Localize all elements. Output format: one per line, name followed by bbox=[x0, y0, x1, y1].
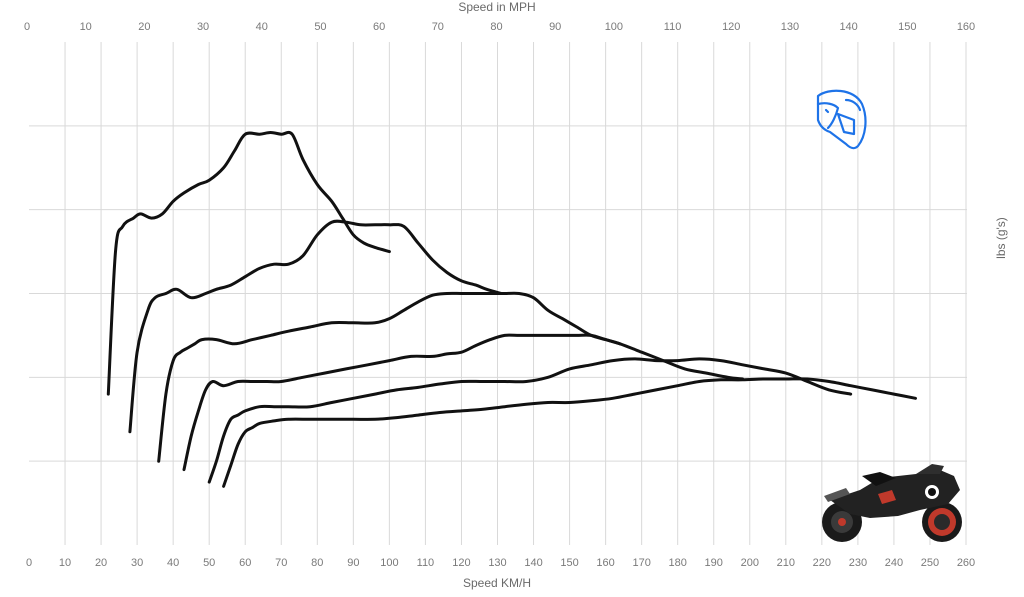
bottom-axis-tick-label: 200 bbox=[741, 557, 759, 569]
bottom-axis-tick-label: 130 bbox=[488, 557, 506, 569]
top-axis-tick-label: 160 bbox=[957, 21, 975, 33]
top-axis-tick-label: 50 bbox=[314, 21, 326, 33]
bottom-axis-tick-label: 30 bbox=[131, 557, 143, 569]
bottom-axis-tick-label: 220 bbox=[813, 557, 831, 569]
top-axis-tick-label: 30 bbox=[197, 21, 209, 33]
bottom-axis-tick-label: 70 bbox=[275, 557, 287, 569]
top-axis-tick-label: 10 bbox=[80, 21, 92, 33]
y-axis-title: lbs (g's) bbox=[994, 217, 1008, 259]
bottom-axis-tick-label: 170 bbox=[632, 557, 650, 569]
top-axis-tick-label: 110 bbox=[664, 21, 682, 33]
bottom-axis-tick-label: 140 bbox=[524, 557, 542, 569]
series-line-3 bbox=[157, 291, 622, 463]
bottom-axis-tick-label: 50 bbox=[203, 557, 215, 569]
bottom-axis-tick-label: 80 bbox=[311, 557, 323, 569]
label-layer: 0 10 20 30 40 50 60 70 80 90 100 110 120 130 140 150 160… bbox=[24, 21, 975, 569]
bottom-axis-tick-label: 110 bbox=[417, 557, 435, 569]
series-line-6 bbox=[222, 377, 917, 488]
series-line-4 bbox=[182, 333, 745, 472]
bottom-axis-tick-label: 250 bbox=[921, 557, 939, 569]
top-axis-tick-label: 120 bbox=[722, 21, 740, 33]
bottom-axis-tick-label: 180 bbox=[669, 557, 687, 569]
top-axis-tick-label: 90 bbox=[549, 21, 561, 33]
bottom-axis-tick-label: 230 bbox=[849, 557, 867, 569]
bottom-axis-title: Speed KM/H bbox=[463, 576, 531, 590]
bottom-axis-tick-label: 0 bbox=[26, 557, 32, 569]
top-axis-tick-label: 20 bbox=[138, 21, 150, 33]
top-axis-tick-label: 80 bbox=[490, 21, 502, 33]
series-line-5 bbox=[207, 357, 853, 484]
curve-layer bbox=[106, 130, 917, 488]
bottom-axis-tick-label: 260 bbox=[957, 557, 975, 569]
bottom-axis-tick-label: 150 bbox=[560, 557, 578, 569]
top-axis-tick-label: 0 bbox=[24, 21, 30, 33]
bottom-axis-tick-label: 100 bbox=[380, 557, 398, 569]
top-axis-tick-label: 130 bbox=[781, 21, 799, 33]
bottom-axis-tick-label: 60 bbox=[239, 557, 251, 569]
bottom-axis-tick-label: 160 bbox=[596, 557, 614, 569]
bottom-axis-tick-label: 10 bbox=[59, 557, 71, 569]
helmet-icon bbox=[816, 89, 867, 150]
motorcycle-icon bbox=[822, 464, 962, 542]
bottom-axis-tick-label: 120 bbox=[452, 557, 470, 569]
bottom-axis-tick-label: 210 bbox=[777, 557, 795, 569]
top-axis-tick-label: 70 bbox=[432, 21, 444, 33]
top-axis-tick-label: 140 bbox=[839, 21, 857, 33]
series-line-1 bbox=[106, 130, 391, 396]
series-line-2 bbox=[128, 219, 503, 434]
top-axis-title: Speed in MPH bbox=[458, 0, 535, 14]
top-axis-tick-label: 40 bbox=[256, 21, 268, 33]
bottom-axis-tick-label: 20 bbox=[95, 557, 107, 569]
bottom-axis-tick-label: 40 bbox=[167, 557, 179, 569]
top-axis-tick-label: 100 bbox=[605, 21, 623, 33]
bottom-axis-tick-label: 190 bbox=[705, 557, 723, 569]
bottom-axis-tick-label: 90 bbox=[347, 557, 359, 569]
top-axis-tick-label: 150 bbox=[898, 21, 916, 33]
top-axis-tick-label: 60 bbox=[373, 21, 385, 33]
bottom-axis-tick-label: 240 bbox=[885, 557, 903, 569]
